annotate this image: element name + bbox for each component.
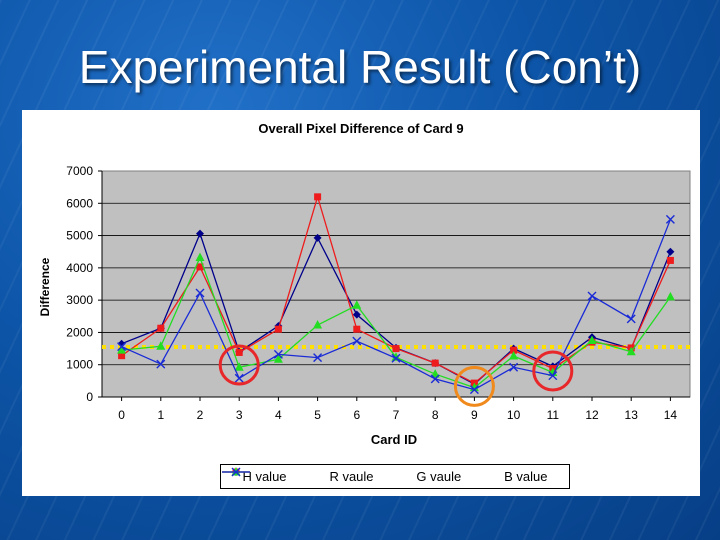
data-point xyxy=(430,374,440,384)
data-point xyxy=(234,362,244,371)
data-point xyxy=(548,371,558,381)
data-point xyxy=(665,214,675,224)
data-point xyxy=(509,350,519,360)
data-point xyxy=(626,314,636,324)
x-tick-label: 1 xyxy=(157,408,164,422)
x-axis-label: Card ID xyxy=(371,432,417,447)
legend-label-g: G vaule xyxy=(416,469,462,484)
highlight-circle xyxy=(218,344,260,386)
data-point xyxy=(626,346,636,356)
legend-label-h: H value xyxy=(242,469,287,484)
data-point xyxy=(352,310,361,319)
data-point xyxy=(118,352,126,360)
x-tick-label: 3 xyxy=(236,408,243,422)
data-point xyxy=(431,359,439,367)
data-point xyxy=(234,373,244,383)
legend-swatch-marker xyxy=(231,467,241,477)
data-point xyxy=(273,349,283,359)
y-tick-label: 1000 xyxy=(66,358,93,372)
x-tick-label: 0 xyxy=(118,408,125,422)
data-point xyxy=(509,362,519,372)
data-point xyxy=(587,335,597,344)
legend: H value R vaule G vaule B value xyxy=(220,464,570,489)
y-axis-label: Difference xyxy=(38,257,52,316)
data-point xyxy=(510,346,518,354)
x-tick-label: 6 xyxy=(353,408,360,422)
x-tick-label: 4 xyxy=(275,408,282,422)
data-point xyxy=(352,300,362,309)
highlight-layer xyxy=(218,344,574,407)
data-point xyxy=(392,345,400,353)
data-point xyxy=(195,252,205,262)
data-point xyxy=(469,385,479,395)
series-4 xyxy=(117,214,675,395)
x-tick-label: 14 xyxy=(664,408,678,422)
data-point xyxy=(313,320,323,329)
data-point xyxy=(235,348,243,356)
chart-svg: Overall Pixel Difference of Card 9 0 1000… xyxy=(38,121,691,447)
data-point xyxy=(156,359,166,369)
legend-label-r: R vaule xyxy=(329,469,374,484)
y-tick-label: 6000 xyxy=(66,196,93,210)
slide-title: Experimental Result (Con’t) xyxy=(78,41,642,93)
data-point xyxy=(353,325,361,333)
x-tick-label: 2 xyxy=(197,408,204,422)
data-point xyxy=(313,353,323,363)
legend-item-r: R vaule xyxy=(222,468,374,484)
data-point xyxy=(313,233,322,242)
data-point xyxy=(587,291,597,301)
data-point xyxy=(665,291,675,301)
y-tick-label: 7000 xyxy=(66,164,93,178)
data-point xyxy=(352,336,362,346)
legend-item-b: B value xyxy=(222,467,548,484)
y-tick-label: 5000 xyxy=(66,229,93,243)
data-point xyxy=(666,247,675,256)
chart-panel: Overall Pixel Difference of Card 9 0 1000… xyxy=(22,110,700,496)
data-point xyxy=(274,325,282,333)
legend-item-g: G vaule xyxy=(222,467,462,484)
data-point xyxy=(157,324,165,332)
data-point xyxy=(430,369,440,378)
legend-label-b: B value xyxy=(504,469,548,484)
series-layer xyxy=(117,193,675,395)
data-point xyxy=(117,339,126,348)
data-point xyxy=(117,345,127,354)
x-tick-label: 8 xyxy=(432,408,439,422)
data-point xyxy=(273,354,283,363)
highlight-circle xyxy=(453,365,495,407)
data-point xyxy=(196,229,204,238)
data-point xyxy=(391,353,401,363)
x-tick-label: 7 xyxy=(393,408,400,422)
x-tick-label: 11 xyxy=(547,408,560,422)
x-tick-label: 12 xyxy=(585,408,599,422)
x-tick-label: 9 xyxy=(471,408,478,422)
chart-title: Overall Pixel Difference of Card 9 xyxy=(258,121,463,136)
data-point xyxy=(196,263,204,271)
x-tick-label: 13 xyxy=(625,408,639,422)
data-point xyxy=(391,352,401,361)
data-point xyxy=(156,341,166,350)
highlight-circle xyxy=(532,350,574,392)
x-tick-label: 10 xyxy=(507,408,521,422)
y-tick-label: 3000 xyxy=(66,293,93,307)
x-tick-label: 5 xyxy=(314,408,321,422)
data-point xyxy=(117,342,127,352)
legend-swatch-b xyxy=(222,467,250,477)
data-point xyxy=(314,193,322,201)
data-point xyxy=(195,288,205,298)
y-tick-label: 2000 xyxy=(66,325,93,339)
y-tick-label: 0 xyxy=(86,390,93,404)
y-tick-label: 4000 xyxy=(66,261,93,275)
data-point xyxy=(666,256,674,264)
plot-area xyxy=(101,170,691,398)
